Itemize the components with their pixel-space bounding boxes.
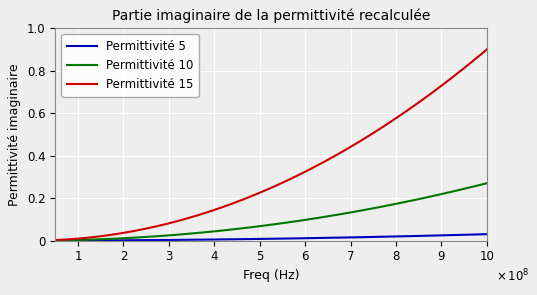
Permittivité 5: [250, 237, 257, 241]
Permittivité 15: [471, 58, 477, 62]
Permittivité 5: [392, 235, 398, 238]
Permittivité 15: [262, 189, 268, 192]
Title: Partie imaginaire de la permittivité recalculée: Partie imaginaire de la permittivité rec…: [112, 8, 430, 23]
Line: Permittivité 5: Permittivité 5: [55, 234, 487, 240]
Line: Permittivité 10: Permittivité 10: [55, 183, 487, 240]
Permittivité 10: [471, 185, 477, 188]
Permittivité 10: [484, 181, 490, 185]
Y-axis label: Permittivité imaginaire: Permittivité imaginaire: [9, 63, 21, 206]
Permittivité 15: [471, 58, 477, 62]
Permittivité 15: [250, 194, 257, 197]
Permittivité 15: [392, 117, 398, 121]
Legend: Permittivité 5, Permittivité 10, Permittivité 15: Permittivité 5, Permittivité 10, Permitt…: [61, 34, 199, 97]
Permittivité 5: [262, 237, 268, 241]
Permittivité 10: [262, 224, 268, 227]
Permittivité 5: [484, 232, 490, 236]
Permittivité 5: [52, 239, 59, 242]
Permittivité 5: [471, 233, 477, 236]
Permittivité 5: [74, 239, 81, 242]
Line: Permittivité 15: Permittivité 15: [55, 49, 487, 240]
Permittivité 10: [74, 238, 81, 242]
X-axis label: Freq (Hz): Freq (Hz): [243, 269, 299, 282]
Permittivité 10: [52, 239, 59, 242]
Permittivité 10: [471, 185, 477, 188]
Permittivité 15: [52, 238, 59, 242]
Text: $\times\,10^8$: $\times\,10^8$: [496, 268, 529, 285]
Permittivité 15: [484, 47, 490, 51]
Permittivité 15: [74, 237, 81, 240]
Permittivité 5: [471, 233, 477, 236]
Permittivité 10: [250, 225, 257, 229]
Permittivité 10: [392, 202, 398, 206]
